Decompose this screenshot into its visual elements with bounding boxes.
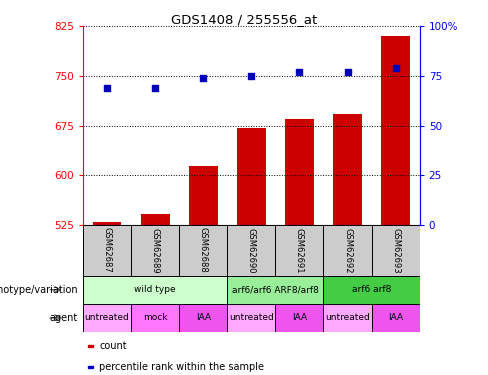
FancyBboxPatch shape — [131, 304, 179, 332]
Text: GSM62690: GSM62690 — [247, 228, 256, 273]
Point — [392, 65, 400, 71]
Text: IAA: IAA — [196, 314, 211, 322]
Bar — [285, 119, 314, 225]
Text: IAA: IAA — [388, 314, 403, 322]
Bar — [93, 222, 122, 225]
Text: genotype/variation: genotype/variation — [0, 285, 78, 295]
FancyBboxPatch shape — [371, 304, 420, 332]
FancyBboxPatch shape — [83, 225, 131, 276]
Bar — [381, 36, 410, 225]
Bar — [189, 166, 218, 225]
FancyBboxPatch shape — [131, 225, 179, 276]
FancyBboxPatch shape — [324, 304, 371, 332]
FancyBboxPatch shape — [83, 276, 227, 304]
FancyBboxPatch shape — [275, 304, 324, 332]
FancyBboxPatch shape — [227, 276, 324, 304]
FancyBboxPatch shape — [324, 276, 420, 304]
Text: untreated: untreated — [325, 314, 370, 322]
Point — [103, 85, 111, 91]
FancyBboxPatch shape — [179, 225, 227, 276]
Text: mock: mock — [143, 314, 167, 322]
Point — [199, 75, 207, 81]
Text: GSM62692: GSM62692 — [343, 228, 352, 273]
FancyBboxPatch shape — [371, 225, 420, 276]
Bar — [237, 128, 266, 225]
Text: GDS1408 / 255556_at: GDS1408 / 255556_at — [171, 13, 317, 26]
Text: untreated: untreated — [229, 314, 274, 322]
Text: percentile rank within the sample: percentile rank within the sample — [100, 362, 264, 372]
Bar — [141, 214, 169, 225]
Bar — [88, 345, 93, 347]
Text: GSM62693: GSM62693 — [391, 228, 400, 273]
Bar — [333, 114, 362, 225]
Text: arf6 arf8: arf6 arf8 — [352, 285, 391, 294]
Text: agent: agent — [50, 313, 78, 323]
FancyBboxPatch shape — [83, 304, 131, 332]
FancyBboxPatch shape — [227, 225, 275, 276]
Text: untreated: untreated — [84, 314, 129, 322]
FancyBboxPatch shape — [227, 304, 275, 332]
Text: GSM62687: GSM62687 — [102, 227, 112, 273]
Text: GSM62689: GSM62689 — [151, 228, 160, 273]
Point — [344, 69, 351, 75]
FancyBboxPatch shape — [275, 225, 324, 276]
Point — [247, 73, 255, 79]
Text: wild type: wild type — [134, 285, 176, 294]
FancyBboxPatch shape — [324, 225, 371, 276]
Point — [296, 69, 304, 75]
Point — [151, 85, 159, 91]
Text: GSM62688: GSM62688 — [199, 227, 208, 273]
Bar — [88, 366, 93, 368]
Text: count: count — [100, 341, 127, 351]
Text: arf6/arf6 ARF8/arf8: arf6/arf6 ARF8/arf8 — [232, 285, 319, 294]
FancyBboxPatch shape — [179, 304, 227, 332]
Text: GSM62691: GSM62691 — [295, 228, 304, 273]
Text: IAA: IAA — [292, 314, 307, 322]
